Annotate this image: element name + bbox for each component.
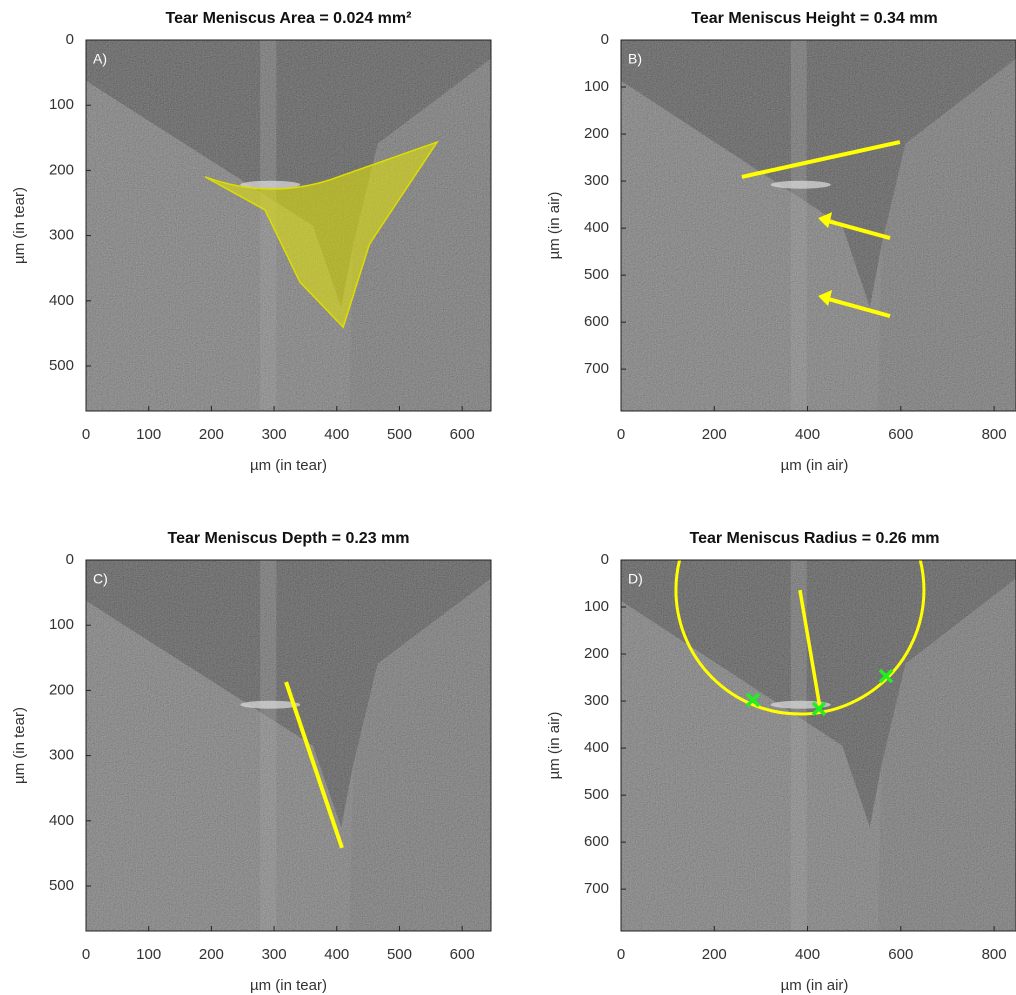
y-tick-label: 400 [584, 739, 609, 756]
fit-point [745, 692, 761, 708]
speckle [621, 40, 1016, 411]
x-tick-label: 0 [82, 946, 90, 963]
y-tick-label: 300 [584, 692, 609, 709]
oct-image [621, 560, 1016, 931]
y-tick-label: 100 [49, 616, 74, 633]
x-tick-label: 400 [795, 426, 820, 443]
y-tick-label: 500 [584, 786, 609, 803]
oct-image [86, 560, 491, 931]
y-axis-label: µm (in air) [546, 712, 563, 780]
y-tick-label: 100 [49, 96, 74, 113]
x-tick-label: 0 [617, 426, 625, 443]
y-axis-label: µm (in air) [546, 192, 563, 260]
x-tick-label: 300 [262, 426, 287, 443]
panel-label: B) [628, 51, 642, 67]
y-tick-label: 700 [584, 360, 609, 377]
y-tick-label: 300 [49, 227, 74, 244]
depth-line [284, 681, 344, 849]
arrow-shaft [827, 219, 891, 241]
x-tick-label: 600 [888, 426, 913, 443]
y-tick-label: 0 [66, 31, 74, 48]
y-tick-label: 600 [584, 313, 609, 330]
x-tick-label: 400 [324, 946, 349, 963]
y-axis-label: µm (in tear) [11, 707, 28, 784]
y-tick-label: 300 [49, 747, 74, 764]
panel-label: D) [628, 571, 643, 587]
x-tick-label: 400 [795, 946, 820, 963]
y-tick-label: 500 [49, 877, 74, 894]
x-tick-label: 200 [702, 946, 727, 963]
x-axis-label: µm (in tear) [250, 977, 327, 994]
y-tick-label: 300 [584, 172, 609, 189]
x-tick-label: 600 [888, 946, 913, 963]
y-tick-label: 200 [584, 645, 609, 662]
panel: C) Tear Meniscus Depth = 0.23 mm 0 100 200 30… [11, 530, 492, 994]
oct-image [86, 40, 491, 411]
x-tick-label: 200 [199, 426, 224, 443]
y-tick-label: 100 [584, 598, 609, 615]
y-tick-label: 400 [49, 812, 74, 829]
y-tick-label: 0 [601, 31, 609, 48]
x-tick-label: 100 [136, 426, 161, 443]
axes-frame [85, 559, 492, 932]
axes-frame [85, 39, 492, 412]
panel-label: A) [93, 51, 107, 67]
axes-frame [620, 559, 1016, 932]
fit-point [811, 701, 827, 717]
radius-line [798, 589, 822, 709]
panel-label: C) [93, 571, 108, 587]
arrow-head [818, 289, 833, 306]
x-tick-label: 200 [702, 426, 727, 443]
x-tick-label: 500 [387, 426, 412, 443]
chart-title: Tear Meniscus Depth = 0.23 mm [167, 530, 409, 547]
y-tick-label: 200 [584, 125, 609, 142]
arrow-shaft [827, 297, 891, 318]
y-tick-label: 200 [49, 161, 74, 178]
chart-title: Tear Meniscus Height = 0.34 mm [691, 10, 937, 27]
x-tick-label: 500 [387, 946, 412, 963]
reflection [240, 700, 301, 709]
x-tick-label: 800 [982, 426, 1007, 443]
speckle [621, 560, 1016, 931]
x-tick-label: 200 [199, 946, 224, 963]
y-tick-label: 400 [584, 219, 609, 236]
x-tick-label: 0 [617, 946, 625, 963]
speckle [86, 560, 491, 931]
y-tick-label: 200 [49, 681, 74, 698]
meniscus-area [204, 140, 439, 329]
x-axis-label: µm (in tear) [250, 457, 327, 474]
panel: D) Tear Meniscus Radius = 0.26 mm 0 200 400 6… [546, 530, 1016, 994]
x-tick-label: 600 [450, 426, 475, 443]
reflection [770, 180, 831, 189]
y-tick-label: 700 [584, 880, 609, 897]
x-tick-label: 0 [82, 426, 90, 443]
y-tick-label: 400 [49, 292, 74, 309]
chart-title: Tear Meniscus Area = 0.024 mm² [166, 10, 412, 27]
x-axis-label: µm (in air) [781, 977, 849, 994]
arrow-head [818, 212, 833, 229]
y-axis-label: µm (in tear) [11, 187, 28, 264]
fit-circle [674, 560, 926, 716]
x-tick-label: 600 [450, 946, 475, 963]
x-tick-label: 800 [982, 946, 1007, 963]
x-axis-label: µm (in air) [781, 457, 849, 474]
reflection [240, 180, 301, 189]
y-tick-label: 0 [66, 551, 74, 568]
fit-point [878, 668, 894, 684]
x-tick-label: 400 [324, 426, 349, 443]
oct-image [621, 40, 1016, 411]
axes-frame [620, 39, 1016, 412]
y-tick-label: 100 [584, 78, 609, 95]
chart-title: Tear Meniscus Radius = 0.26 mm [689, 530, 939, 547]
panel: A) Tear Meniscus Area = 0.024 mm² 0 100 200 3… [11, 10, 492, 474]
height-line [741, 140, 901, 179]
y-tick-label: 600 [584, 833, 609, 850]
panel: B) Tear Meniscus Height = 0.34 mm 0 200 400 6… [546, 10, 1016, 474]
y-tick-label: 0 [601, 551, 609, 568]
y-tick-label: 500 [584, 266, 609, 283]
x-tick-label: 300 [262, 946, 287, 963]
y-tick-label: 500 [49, 357, 74, 374]
x-tick-label: 100 [136, 946, 161, 963]
